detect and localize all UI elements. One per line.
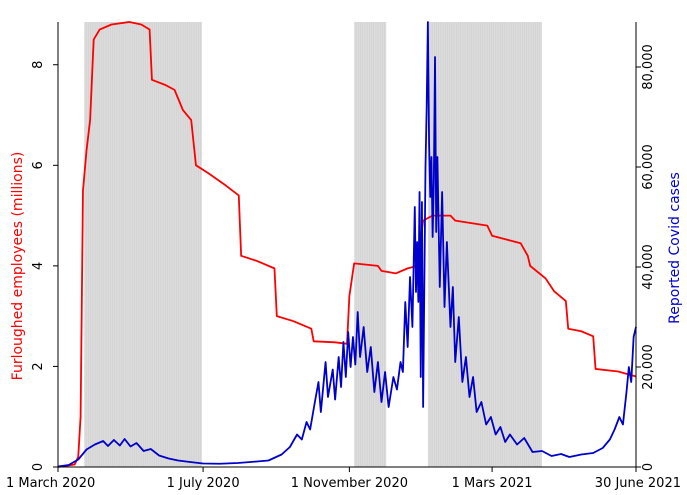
- left-tick-label: 2: [31, 362, 46, 370]
- x-tick-label: 1 November 2020: [291, 476, 408, 491]
- left-axis-ticks: 0 2 4 6 8: [31, 61, 58, 471]
- x-tick-label: 1 March 2020: [6, 476, 95, 491]
- cases-series: [57, 21, 637, 468]
- furlough-series: [57, 21, 637, 468]
- left-tick-label: 0: [31, 463, 46, 471]
- cases-line: [57, 21, 637, 468]
- right-axis-label: Reported Covid cases: [667, 172, 683, 324]
- left-axis-label: Furloughed employees (millions): [10, 152, 26, 381]
- right-tick-label: 0: [641, 463, 656, 471]
- right-tick-label: 40,000: [641, 244, 656, 290]
- right-axis-ticks: 0 20,000 40,000 60,000 80,000: [636, 44, 656, 471]
- furlough-line: [57, 21, 637, 468]
- x-axis-ticks: 1 March 2020 1 July 2020 1 November 2020 1 …: [6, 467, 681, 491]
- right-tick-label: 80,000: [641, 44, 656, 90]
- axes: [57, 22, 637, 468]
- right-tick-label: 20,000: [641, 344, 656, 390]
- left-tick-label: 8: [31, 61, 46, 69]
- x-tick-label: 30 June 2021: [595, 476, 681, 491]
- x-tick-label: 1 Mars 2021: [452, 476, 533, 491]
- left-tick-label: 4: [31, 262, 46, 270]
- shaded-periods: [84, 22, 543, 467]
- left-tick-label: 6: [31, 161, 46, 169]
- x-tick-label: 1 July 2020: [167, 476, 240, 491]
- right-tick-label: 60,000: [641, 144, 656, 190]
